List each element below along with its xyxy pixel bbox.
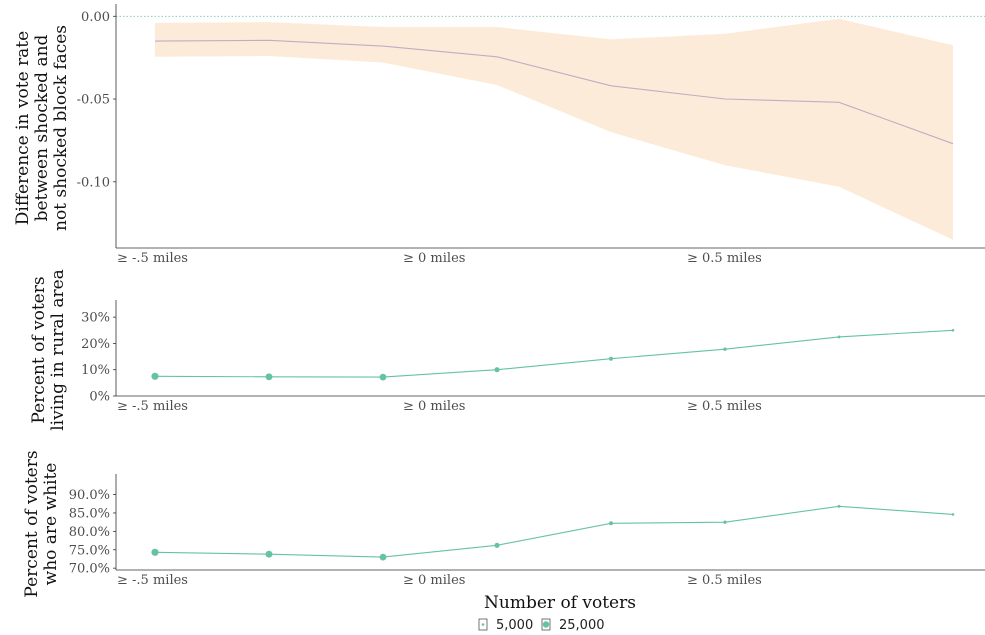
data-point <box>494 542 500 548</box>
series-line <box>154 329 954 378</box>
data-point <box>837 335 841 339</box>
panel2-x-ticks: ≥ -.5 miles ≥ 0 miles ≥ 0.5 miles <box>117 399 762 414</box>
confidence-band <box>155 18 953 240</box>
panel3-xtick: ≥ 0.5 miles <box>687 573 762 588</box>
legend-item-5000: 5,000 <box>478 618 533 633</box>
panel1-y-ticks: 0.00 -0.05 -0.10 <box>77 10 110 191</box>
estimate-line <box>154 39 954 145</box>
panel1-xtick: ≥ 0.5 miles <box>687 251 762 266</box>
panel2-xtick: ≥ 0 miles <box>403 399 465 414</box>
panel1-y-title-line3: not shocked block faces <box>51 25 71 231</box>
data-point <box>609 521 613 526</box>
panel1-y-title-line1: Difference in vote rate <box>13 31 33 225</box>
panel1-y-title-line2: between shocked and <box>32 34 52 221</box>
data-point <box>265 550 273 558</box>
data-point <box>379 373 387 381</box>
data-point <box>379 553 387 561</box>
panel-white-share: Percent of voters who are white 70.0% 75… <box>22 450 985 598</box>
panel1-xtick: ≥ -.5 miles <box>117 251 188 266</box>
legend-key-small-dot <box>481 623 485 626</box>
panel3-marks <box>113 474 985 571</box>
panel2-y-axis-title: Percent of voters living in rural area <box>29 269 68 431</box>
panel3-x-ticks: ≥ -.5 miles ≥ 0 miles ≥ 0.5 miles <box>117 573 762 588</box>
panel3-ytick: 80.0% <box>69 525 110 540</box>
data-point <box>151 372 159 380</box>
panel2-marks <box>113 300 985 397</box>
panel3-y-title-line1: Percent of voters <box>22 450 42 597</box>
legend-key-large-dot <box>542 621 550 628</box>
legend: 5,000 25,000 <box>478 618 605 633</box>
panel1-marks <box>113 4 985 249</box>
panel2-xtick: ≥ -.5 miles <box>117 399 188 414</box>
panel1-ytick: -0.05 <box>77 93 110 108</box>
data-point <box>723 520 727 524</box>
panel3-ytick: 75.0% <box>69 543 110 558</box>
panel3-ytick: 90.0% <box>69 488 110 503</box>
panel1-x-ticks: ≥ -.5 miles ≥ 0 miles ≥ 0.5 miles <box>117 251 762 266</box>
data-point <box>951 329 955 332</box>
data-point <box>151 548 159 556</box>
panel2-y-ticks: 0% 10% 20% 30% <box>81 311 110 405</box>
legend-item-25000: 25,000 <box>541 618 605 633</box>
panel3-y-title-line2: who are white <box>41 463 61 586</box>
panel-rural-share: Percent of voters living in rural area 0… <box>29 269 985 431</box>
panel1-xtick: ≥ 0 miles <box>403 251 465 266</box>
legend-label-5000: 5,000 <box>496 618 533 633</box>
panel2-ytick: 30% <box>81 311 110 326</box>
panel1-ytick: -0.10 <box>77 175 110 190</box>
panel2-ytick: 0% <box>89 390 110 405</box>
data-point <box>265 373 273 381</box>
panel3-ytick: 70.0% <box>69 562 110 577</box>
series-line <box>154 505 954 558</box>
data-point <box>837 504 841 508</box>
panel3-ytick: 85.0% <box>69 506 110 521</box>
panel3-y-ticks: 70.0% 75.0% 80.0% 85.0% 90.0% <box>69 488 110 577</box>
panel3-xtick: ≥ 0 miles <box>403 573 465 588</box>
panel1-ytick: 0.00 <box>81 10 110 25</box>
data-point <box>494 367 500 373</box>
panel-vote-rate-difference: Difference in vote rate between shocked … <box>13 4 985 266</box>
panel3-y-axis-title: Percent of voters who are white <box>22 450 61 597</box>
panel2-xtick: ≥ 0.5 miles <box>687 399 762 414</box>
panel2-ytick: 10% <box>81 363 110 378</box>
panel2-y-title-line1: Percent of voters <box>29 276 49 423</box>
panel2-y-title-line2: living in rural area <box>48 269 68 431</box>
data-point <box>723 347 727 351</box>
data-point <box>951 513 955 516</box>
panel2-ytick: 20% <box>81 337 110 352</box>
panel3-xtick: ≥ -.5 miles <box>117 573 188 588</box>
x-axis-title: Number of voters <box>484 593 636 613</box>
panel1-y-axis-title: Difference in vote rate between shocked … <box>13 25 71 231</box>
legend-label-25000: 25,000 <box>559 618 605 633</box>
data-point <box>609 356 613 361</box>
